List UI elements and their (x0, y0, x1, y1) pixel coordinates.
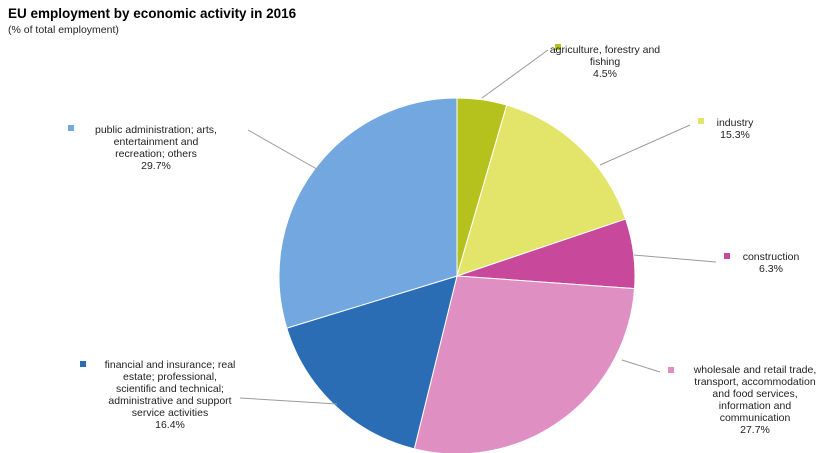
slice-label-4-line-1: wholesale and retail trade, (693, 364, 817, 376)
slice-value-6: 29.7% (141, 160, 171, 172)
slice-value-3: 6.3% (759, 263, 783, 275)
slice-label-5-line-1: financial and insurance; real (105, 359, 236, 371)
slice-label-1-line-1: agriculture, forestry and (550, 44, 660, 56)
slice-label-6-line-1: public administration; arts, (95, 124, 217, 136)
slice-label-4-line-2: transport, accommodation (694, 376, 816, 388)
legend-marker-5 (80, 361, 86, 367)
leader-line-1 (481, 49, 549, 99)
slice-label-3-line-1: construction (743, 251, 800, 263)
leader-line-5 (239, 397, 338, 405)
pie-slice-6 (278, 97, 458, 329)
slice-label-4-line-5: communication (720, 412, 791, 424)
slice-label-5-line-2: estate; professional, (123, 371, 217, 383)
chart-title: EU employment by economic activity in 20… (8, 6, 297, 21)
slice-label-6-line-2: entertainment and (114, 136, 199, 148)
slice-label-5-line-4: administrative and support (108, 395, 231, 407)
slice-label-5-line-3: scientific and technical; (116, 383, 224, 395)
slice-label-4-line-4: information and (719, 400, 792, 412)
chart-subtitle: (% of total employment) (8, 24, 119, 36)
slice-value-5: 16.4% (155, 419, 185, 431)
leader-line-6 (247, 129, 323, 173)
legend-marker-6 (68, 125, 74, 131)
slice-label-2-line-1: industry (717, 117, 755, 129)
legend-marker-4 (668, 367, 674, 373)
pie-slice-5 (286, 275, 458, 450)
slice-label-4-line-3: and food services, (712, 388, 797, 400)
pie-slices (278, 97, 636, 453)
pie-slice-4 (413, 275, 636, 453)
slice-value-1: 4.5% (593, 68, 617, 80)
slice-value-2: 15.3% (720, 129, 750, 141)
slice-label-1-line-2: fishing (590, 56, 621, 68)
slice-value-4: 27.7% (740, 424, 770, 436)
legend-marker-3 (724, 253, 730, 259)
leader-line-2 (599, 124, 691, 166)
legend-marker-1 (555, 44, 561, 50)
legend-marker-2 (698, 118, 704, 124)
leader-line-3 (633, 254, 717, 263)
leader-line-4 (621, 359, 661, 373)
slice-label-6-line-3: recreation; others (115, 148, 197, 160)
slice-label-5-line-5: service activities (132, 407, 208, 419)
